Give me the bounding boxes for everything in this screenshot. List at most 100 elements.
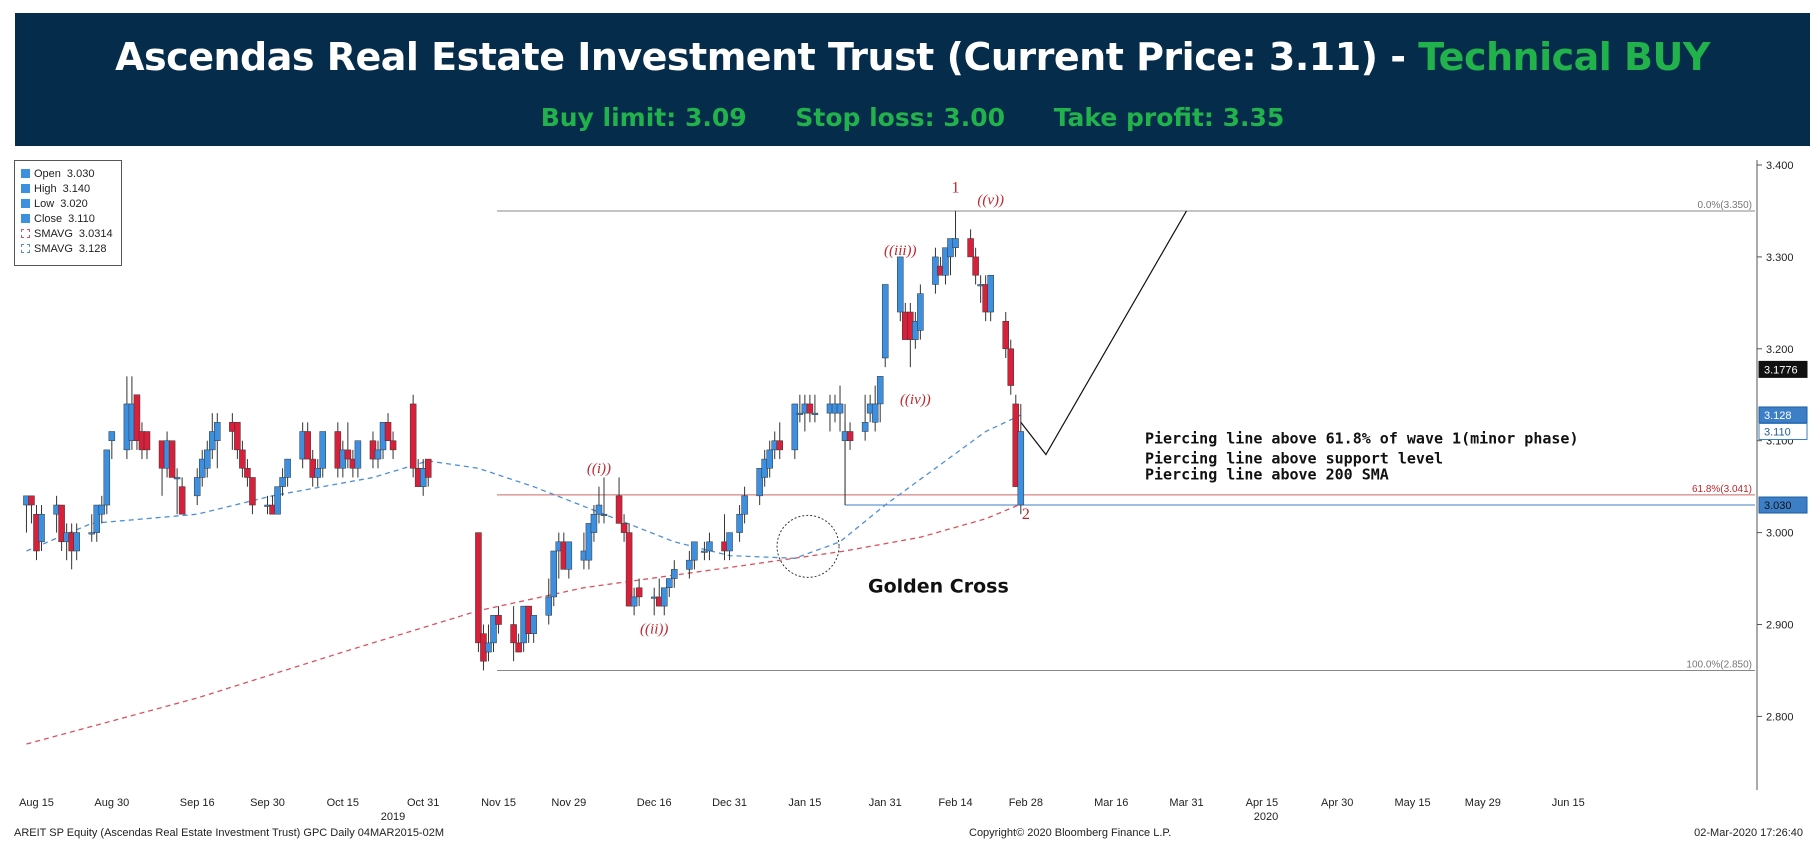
candle-body — [314, 468, 321, 478]
candle — [98, 495, 106, 524]
candle — [766, 440, 773, 478]
candle-body — [108, 431, 116, 441]
candle — [701, 541, 708, 561]
take-profit: Take profit: 3.35 — [1053, 103, 1285, 132]
candle — [279, 468, 286, 496]
candle — [917, 284, 924, 340]
candle-body — [88, 532, 95, 535]
candle — [143, 431, 151, 460]
candle-body — [495, 615, 502, 625]
trade-levels: Buy limit: 3.09 Stop loss: 3.00 Take pro… — [15, 103, 1810, 132]
candle — [103, 449, 111, 515]
candle — [485, 624, 492, 662]
candle — [952, 210, 959, 257]
candle — [108, 431, 116, 460]
y-tick-label: 3.300 — [1766, 252, 1794, 264]
candle-body — [600, 513, 608, 516]
wave-label: ((ii)) — [640, 622, 668, 638]
candle — [214, 413, 221, 469]
candle-body — [987, 275, 994, 313]
candle-body — [952, 238, 959, 248]
candle — [666, 578, 673, 597]
candle-body — [103, 449, 111, 506]
footer-copyright: Copyright© 2020 Bloomberg Finance L.P. — [969, 827, 1172, 839]
candle — [249, 477, 256, 515]
candle — [987, 275, 994, 322]
price-tag-box — [1758, 496, 1808, 514]
candle — [942, 247, 949, 285]
candle — [791, 403, 799, 460]
candle-body — [565, 541, 573, 570]
candle — [967, 229, 974, 258]
candle — [691, 541, 698, 570]
legend: Open 3.030 High 3.140 Low 3.020 Close 3.110 … — [14, 160, 122, 266]
annotation-sma: Piercing line above 200 SMA — [1145, 465, 1389, 483]
price-tag-box — [1758, 360, 1808, 378]
candle-body — [389, 440, 397, 451]
sma-short-line — [26, 414, 1022, 559]
candle-body — [625, 532, 633, 607]
footer-ticker: AREIT SP Equity (Ascendas Real Estate In… — [14, 827, 444, 839]
candle — [836, 385, 844, 432]
stop-loss: Stop loss: 3.00 — [795, 103, 1005, 132]
wave-label: 1 — [952, 180, 960, 197]
candle — [661, 587, 668, 616]
candle — [344, 422, 352, 469]
price-tag-box — [1758, 406, 1808, 424]
candle-body — [881, 284, 889, 359]
y-tick-label: 2.800 — [1766, 711, 1794, 723]
price-tag: 3.1776 — [1758, 360, 1808, 378]
candle — [630, 587, 638, 616]
legend-row-sma-long: SMAVG 3.0314 — [15, 227, 121, 242]
x-year-label: 2020 — [1254, 811, 1278, 823]
candle-body — [545, 596, 552, 616]
candle — [530, 615, 537, 643]
candle-body — [806, 403, 814, 414]
x-tick-label: Feb 28 — [1009, 797, 1043, 809]
price-tag: 3.128 — [1758, 406, 1808, 424]
projection-line — [1020, 210, 1188, 456]
candle — [736, 505, 743, 542]
candle-body — [249, 477, 256, 506]
candle-body — [374, 449, 382, 460]
candle — [304, 422, 311, 460]
candle — [193, 468, 201, 506]
wave-label: ((iii)) — [884, 243, 916, 259]
candle-body — [635, 587, 643, 598]
candle — [38, 505, 45, 551]
candle — [319, 431, 327, 478]
candle — [726, 532, 733, 561]
candle — [1002, 312, 1009, 358]
candle — [389, 431, 397, 460]
candle — [354, 440, 362, 478]
candle-body — [972, 256, 979, 276]
candle-body — [917, 293, 924, 331]
candle — [871, 385, 879, 432]
wave-label: ((i)) — [587, 461, 611, 477]
candle — [274, 486, 281, 515]
candle-body — [1017, 431, 1025, 506]
x-year-label: 2019 — [381, 811, 405, 823]
candle-body — [203, 449, 211, 469]
candle-body — [38, 513, 45, 543]
candle-body — [304, 431, 311, 460]
price-tag-label: 3.110 — [1764, 427, 1791, 439]
x-tick-label: Dec 16 — [637, 797, 672, 809]
candle — [475, 532, 482, 653]
candle — [284, 458, 291, 487]
legend-row-high: High 3.140 — [15, 182, 121, 197]
candle-body — [861, 422, 869, 432]
candle — [550, 550, 558, 607]
candle — [881, 284, 889, 368]
x-tick-label: Apr 30 — [1321, 797, 1353, 809]
candle-body — [409, 403, 417, 469]
x-tick-label: Aug 15 — [19, 797, 54, 809]
price-tag-box — [1758, 423, 1808, 441]
candle-body — [344, 449, 352, 460]
candle — [861, 394, 869, 441]
candle-body — [671, 569, 678, 579]
title-text: Ascendas Real Estate Investment Trust (C… — [115, 35, 1406, 79]
candle-body — [595, 504, 603, 515]
x-tick-label: May 29 — [1465, 797, 1501, 809]
candle-body — [284, 458, 291, 478]
